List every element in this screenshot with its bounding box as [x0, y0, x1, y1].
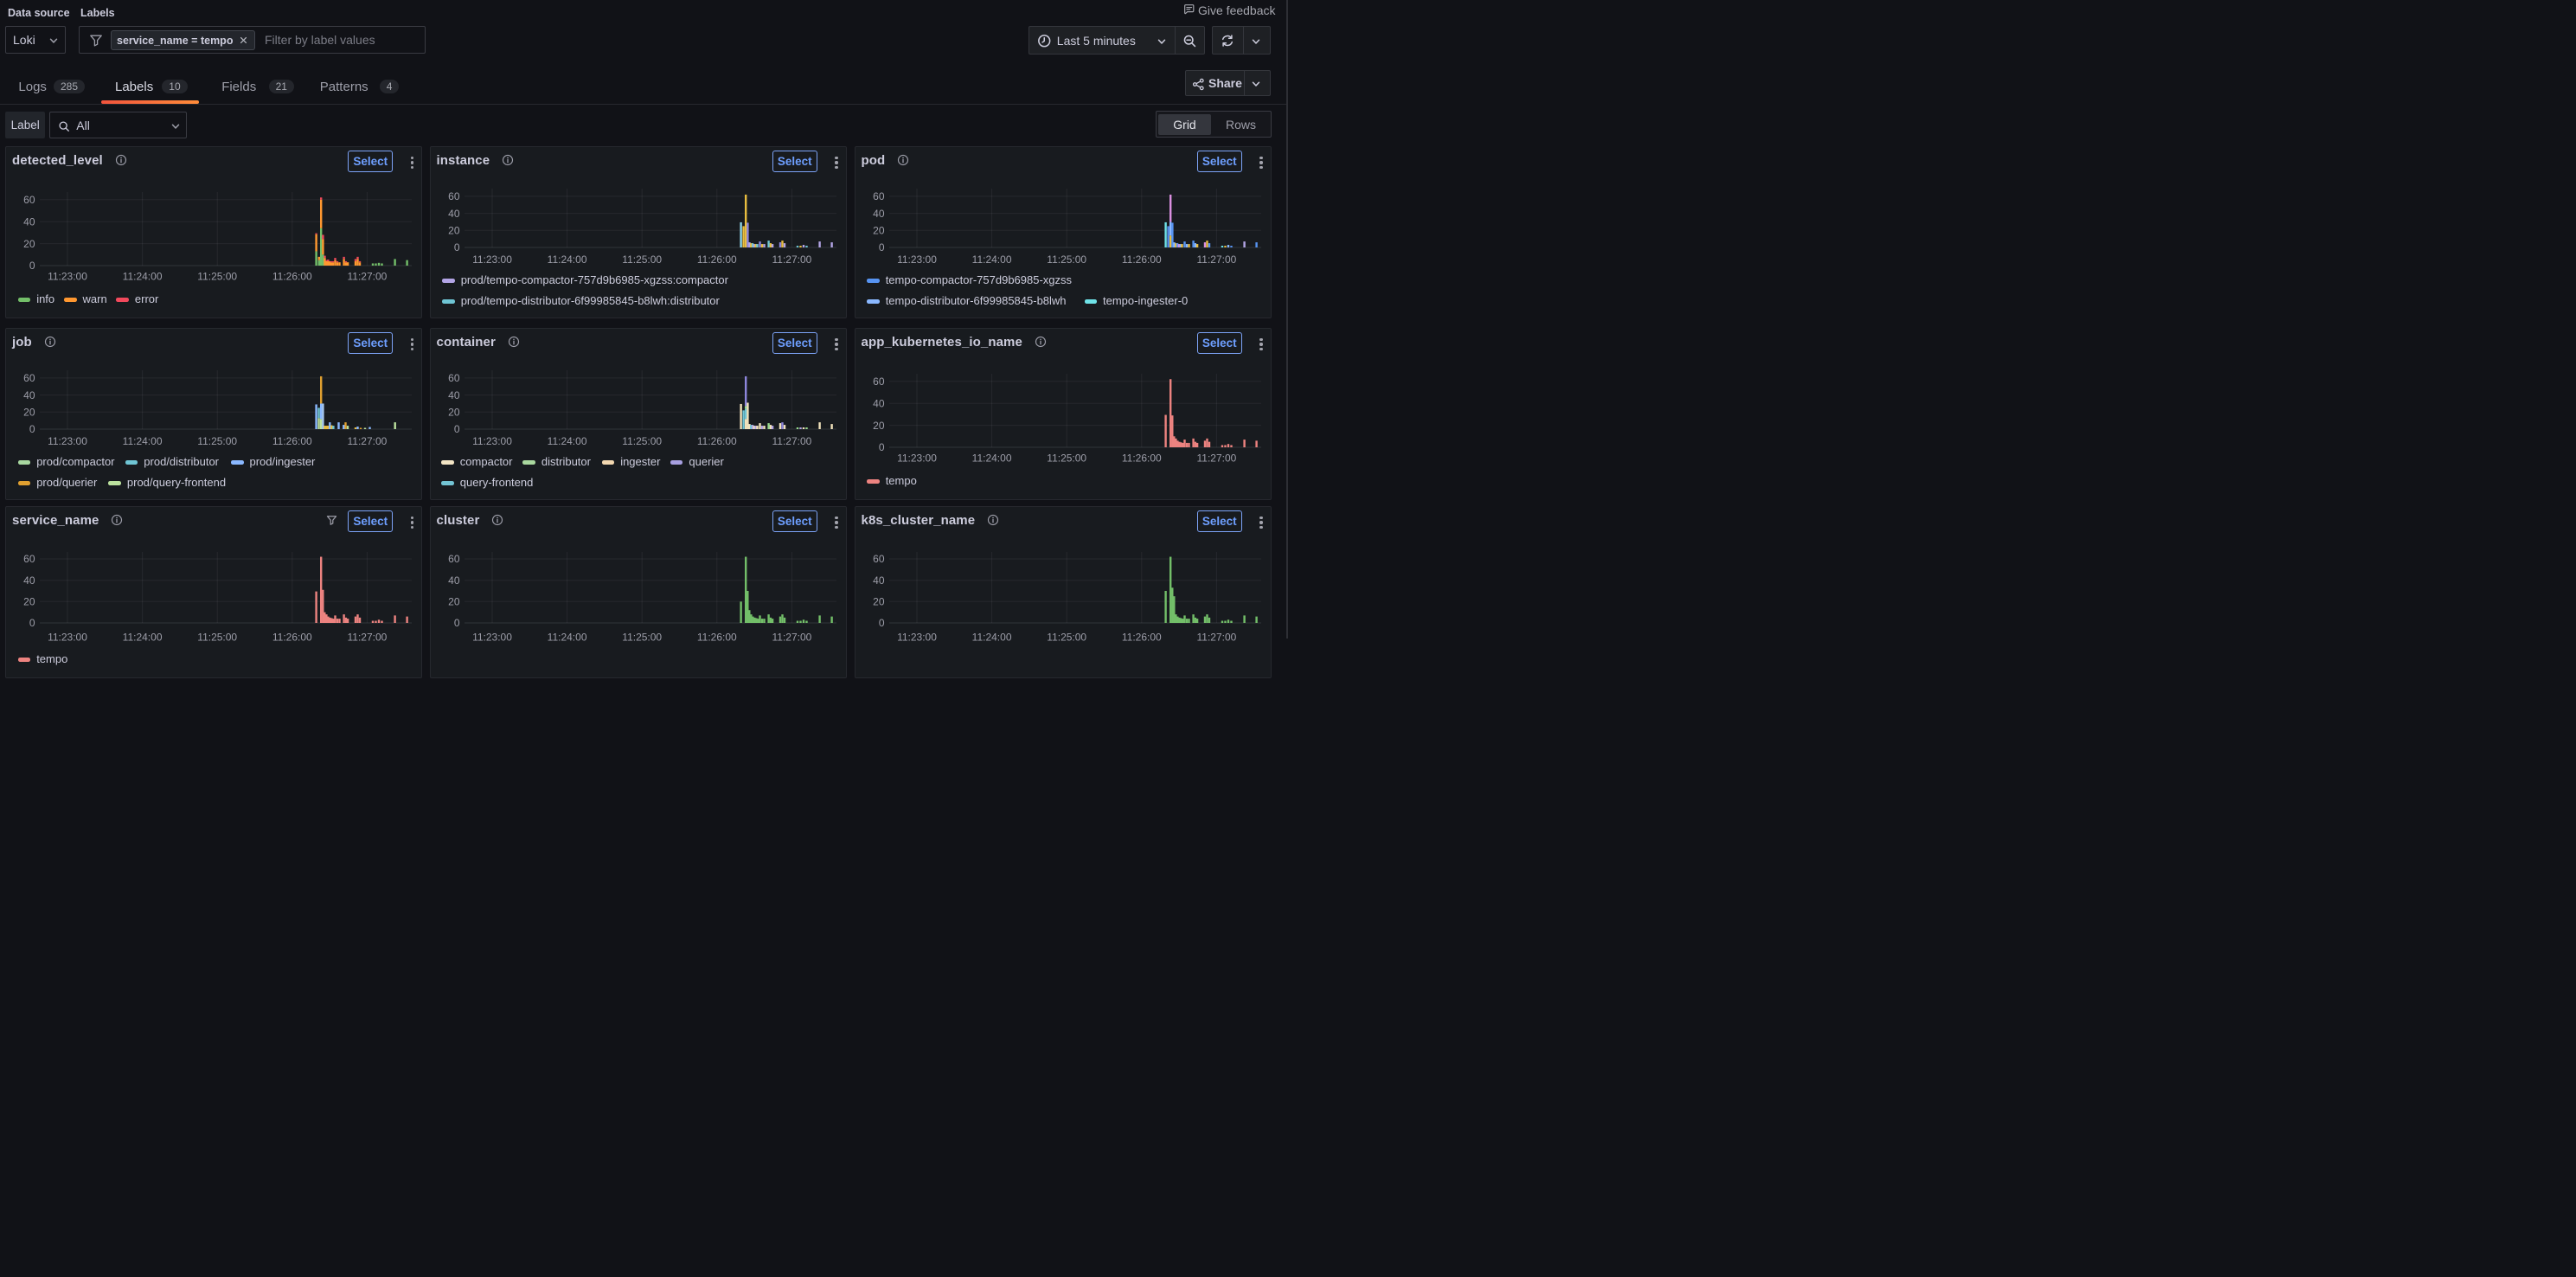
svg-text:11:25:00: 11:25:00: [197, 435, 237, 447]
svg-text:40: 40: [448, 574, 460, 587]
svg-text:60: 60: [873, 190, 885, 202]
svg-text:11:25:00: 11:25:00: [1047, 631, 1086, 643]
svg-text:60: 60: [23, 194, 35, 206]
svg-text:11:26:00: 11:26:00: [696, 631, 736, 643]
svg-text:11:24:00: 11:24:00: [971, 253, 1011, 266]
svg-text:0: 0: [878, 241, 884, 253]
svg-text:11:27:00: 11:27:00: [772, 253, 811, 266]
svg-text:20: 20: [448, 596, 460, 608]
svg-text:11:23:00: 11:23:00: [472, 253, 512, 266]
svg-text:11:26:00: 11:26:00: [272, 435, 312, 447]
svg-text:11:25:00: 11:25:00: [622, 253, 662, 266]
svg-text:40: 40: [23, 215, 35, 228]
svg-text:11:23:00: 11:23:00: [472, 435, 512, 447]
svg-text:11:23:00: 11:23:00: [48, 435, 87, 447]
svg-text:0: 0: [878, 617, 884, 629]
svg-text:11:27:00: 11:27:00: [1196, 452, 1236, 464]
svg-text:11:25:00: 11:25:00: [197, 631, 237, 643]
svg-text:11:26:00: 11:26:00: [272, 270, 312, 282]
svg-text:11:23:00: 11:23:00: [897, 253, 937, 266]
svg-text:60: 60: [448, 190, 460, 202]
svg-text:11:25:00: 11:25:00: [622, 435, 662, 447]
svg-text:0: 0: [29, 423, 35, 435]
svg-text:60: 60: [448, 372, 460, 384]
svg-text:20: 20: [873, 225, 885, 237]
svg-text:40: 40: [873, 397, 885, 409]
svg-text:0: 0: [453, 241, 459, 253]
svg-text:40: 40: [23, 389, 35, 401]
svg-text:0: 0: [453, 423, 459, 435]
svg-text:11:24:00: 11:24:00: [547, 435, 586, 447]
svg-text:11:26:00: 11:26:00: [272, 631, 312, 643]
svg-text:40: 40: [873, 208, 885, 220]
svg-text:0: 0: [878, 441, 884, 453]
svg-text:20: 20: [873, 420, 885, 432]
svg-text:20: 20: [873, 596, 885, 608]
svg-text:60: 60: [873, 553, 885, 565]
svg-text:11:24:00: 11:24:00: [971, 452, 1011, 464]
svg-text:11:25:00: 11:25:00: [197, 270, 237, 282]
svg-text:11:27:00: 11:27:00: [772, 435, 811, 447]
svg-text:11:27:00: 11:27:00: [347, 631, 387, 643]
svg-text:60: 60: [873, 375, 885, 388]
svg-text:11:26:00: 11:26:00: [1121, 253, 1161, 266]
svg-text:20: 20: [23, 407, 35, 419]
svg-text:60: 60: [448, 553, 460, 565]
svg-text:11:26:00: 11:26:00: [696, 253, 736, 266]
svg-text:11:25:00: 11:25:00: [1047, 452, 1086, 464]
svg-text:11:24:00: 11:24:00: [123, 631, 163, 643]
svg-text:60: 60: [23, 553, 35, 565]
svg-text:20: 20: [23, 596, 35, 608]
svg-text:0: 0: [29, 260, 35, 272]
svg-text:60: 60: [23, 372, 35, 384]
svg-text:11:23:00: 11:23:00: [48, 270, 87, 282]
svg-text:0: 0: [29, 617, 35, 629]
svg-text:40: 40: [448, 208, 460, 220]
svg-text:40: 40: [873, 574, 885, 587]
svg-text:11:26:00: 11:26:00: [1121, 452, 1161, 464]
svg-text:11:24:00: 11:24:00: [971, 631, 1011, 643]
svg-text:11:24:00: 11:24:00: [123, 270, 163, 282]
svg-text:11:27:00: 11:27:00: [1196, 631, 1236, 643]
svg-text:11:23:00: 11:23:00: [48, 631, 87, 643]
svg-text:11:24:00: 11:24:00: [547, 631, 586, 643]
svg-text:11:25:00: 11:25:00: [1047, 253, 1086, 266]
svg-text:0: 0: [453, 617, 459, 629]
svg-text:11:26:00: 11:26:00: [696, 435, 736, 447]
svg-text:20: 20: [448, 225, 460, 237]
svg-text:11:23:00: 11:23:00: [472, 631, 512, 643]
svg-text:11:27:00: 11:27:00: [347, 270, 387, 282]
svg-text:11:23:00: 11:23:00: [897, 631, 937, 643]
svg-text:11:25:00: 11:25:00: [622, 631, 662, 643]
svg-text:20: 20: [448, 407, 460, 419]
svg-text:40: 40: [448, 389, 460, 401]
svg-text:11:24:00: 11:24:00: [123, 435, 163, 447]
svg-text:11:24:00: 11:24:00: [547, 253, 586, 266]
svg-text:11:23:00: 11:23:00: [897, 452, 937, 464]
svg-text:11:27:00: 11:27:00: [772, 631, 811, 643]
svg-text:40: 40: [23, 574, 35, 587]
svg-text:11:26:00: 11:26:00: [1121, 631, 1161, 643]
svg-text:11:27:00: 11:27:00: [347, 435, 387, 447]
svg-text:11:27:00: 11:27:00: [1196, 253, 1236, 266]
svg-text:20: 20: [23, 238, 35, 250]
